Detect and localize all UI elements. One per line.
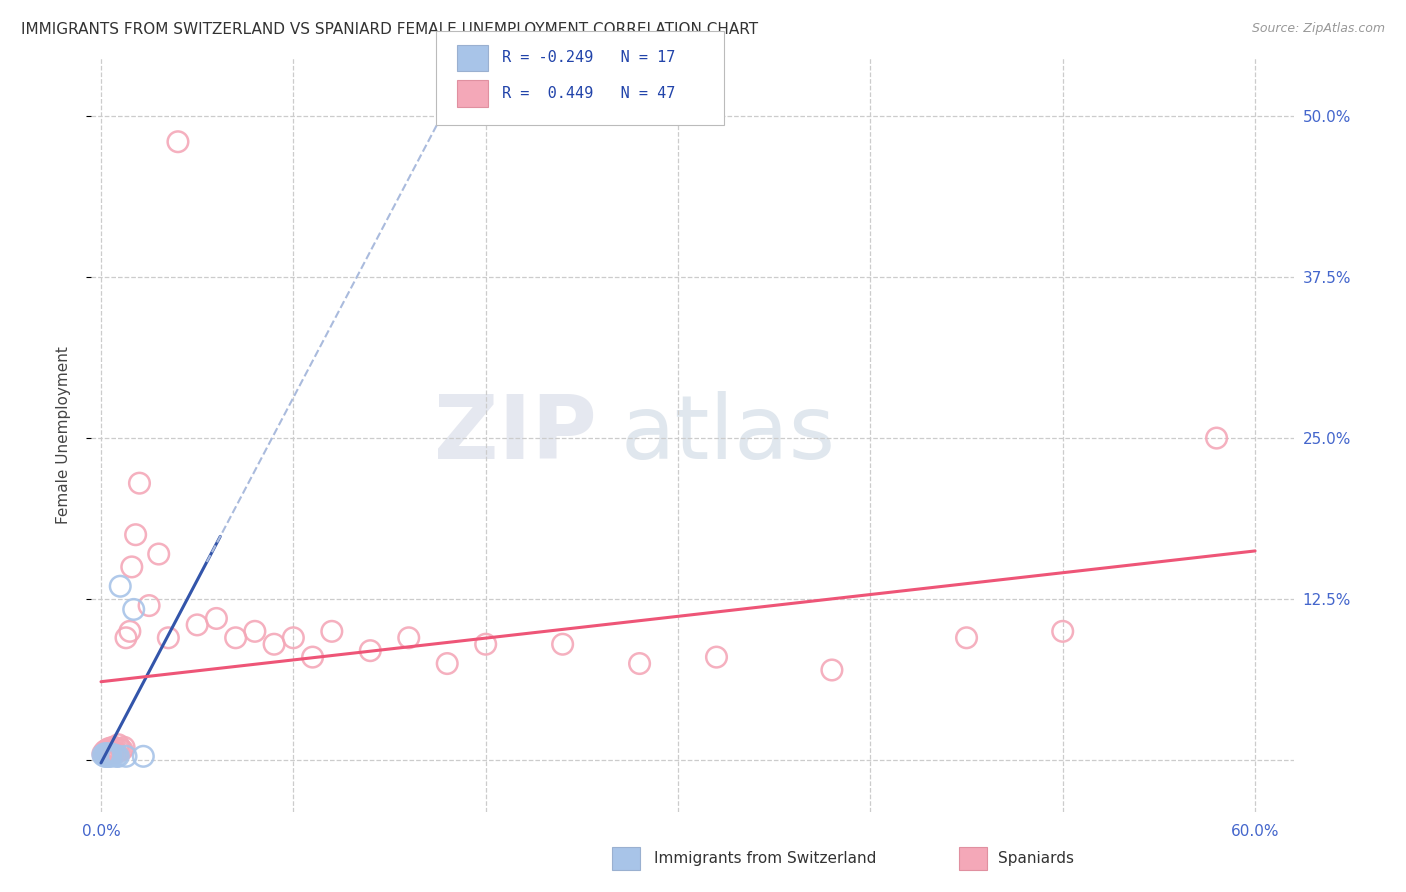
- Point: [101, 747, 124, 762]
- Point: [96, 749, 118, 764]
- Text: ZIP: ZIP: [433, 392, 596, 478]
- Point: [97, 747, 120, 761]
- Point: [100, 746, 122, 760]
- Point: [628, 657, 651, 671]
- Text: Source: ZipAtlas.com: Source: ZipAtlas.com: [1251, 22, 1385, 36]
- Point: [97, 747, 120, 762]
- Point: [96, 747, 118, 761]
- Point: [225, 631, 247, 645]
- Point: [94, 747, 117, 761]
- Text: R = -0.249   N = 17: R = -0.249 N = 17: [502, 51, 675, 65]
- Point: [110, 741, 132, 756]
- Point: [398, 631, 420, 645]
- Point: [157, 631, 180, 645]
- Point: [103, 747, 125, 762]
- Point: [359, 643, 381, 657]
- Point: [94, 749, 117, 764]
- Point: [101, 746, 124, 760]
- Point: [112, 740, 135, 755]
- Point: [124, 527, 146, 541]
- Point: [167, 135, 190, 149]
- Point: [955, 631, 977, 645]
- Point: [107, 743, 129, 757]
- Point: [132, 749, 155, 764]
- Point: [121, 560, 143, 574]
- Point: [101, 740, 124, 755]
- Point: [128, 476, 150, 491]
- Point: [91, 747, 114, 761]
- Point: [301, 650, 323, 665]
- Point: [97, 741, 120, 756]
- Text: atlas: atlas: [620, 392, 835, 478]
- Point: [111, 743, 134, 757]
- Point: [115, 749, 138, 764]
- Point: [110, 579, 132, 593]
- Point: [122, 602, 145, 616]
- Point: [821, 663, 844, 677]
- Point: [436, 657, 458, 671]
- Text: R =  0.449   N = 47: R = 0.449 N = 47: [502, 87, 675, 101]
- Point: [103, 746, 125, 760]
- Point: [100, 749, 122, 764]
- Point: [1205, 431, 1227, 445]
- Y-axis label: Female Unemployment: Female Unemployment: [56, 346, 70, 524]
- Point: [97, 749, 120, 764]
- Point: [103, 740, 125, 755]
- Point: [243, 624, 266, 639]
- Point: [107, 749, 129, 764]
- Point: [105, 746, 128, 760]
- Point: [1052, 624, 1074, 639]
- Point: [96, 743, 118, 757]
- Point: [263, 637, 285, 651]
- Point: [186, 618, 208, 632]
- Point: [94, 747, 117, 762]
- Point: [100, 741, 122, 756]
- Point: [706, 650, 728, 665]
- Point: [91, 747, 114, 762]
- Point: [283, 631, 305, 645]
- Text: IMMIGRANTS FROM SWITZERLAND VS SPANIARD FEMALE UNEMPLOYMENT CORRELATION CHART: IMMIGRANTS FROM SWITZERLAND VS SPANIARD …: [21, 22, 758, 37]
- Point: [118, 624, 141, 639]
- Point: [148, 547, 170, 561]
- Point: [205, 611, 228, 625]
- Point: [551, 637, 574, 651]
- Point: [105, 749, 128, 764]
- Point: [138, 599, 160, 613]
- Point: [107, 738, 129, 752]
- Point: [115, 631, 138, 645]
- Point: [321, 624, 343, 639]
- Point: [100, 747, 122, 761]
- Text: Immigrants from Switzerland: Immigrants from Switzerland: [654, 851, 876, 865]
- Text: Spaniards: Spaniards: [998, 851, 1074, 865]
- Point: [96, 747, 118, 761]
- Point: [474, 637, 496, 651]
- Point: [94, 744, 117, 758]
